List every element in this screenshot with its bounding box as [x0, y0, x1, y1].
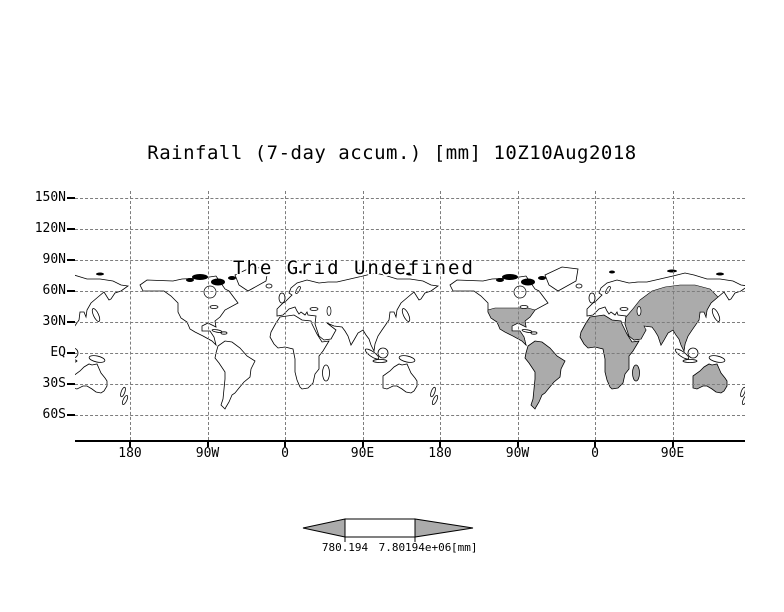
colorbar-unit-label: [mm]	[451, 541, 478, 554]
map-cycle-left-sliver	[75, 266, 130, 410]
x-tick-label: 90W	[195, 446, 220, 461]
x-tick-label: 90E	[660, 446, 685, 461]
y-tick	[67, 352, 75, 354]
y-tick	[67, 228, 75, 230]
x-tick	[439, 440, 441, 447]
y-tick	[67, 259, 75, 261]
y-tick-label: 120N	[34, 221, 66, 236]
world-map	[75, 266, 745, 410]
y-tick	[67, 383, 75, 385]
colorbar-label-min: 780.194	[321, 541, 369, 554]
colorbar-middle-segment	[344, 518, 416, 538]
x-tick	[129, 440, 131, 447]
y-tick	[67, 321, 75, 323]
y-tick-label: 30S	[42, 376, 66, 391]
y-tick-label: 90N	[42, 252, 66, 267]
colorbar-label-max: 7.80194e+06	[378, 541, 452, 554]
y-tick-label: 60S	[42, 407, 66, 422]
x-tick-label: 90W	[505, 446, 530, 461]
grid-undefined-warning: The Grid Undefined	[233, 257, 475, 279]
y-tick	[67, 290, 75, 292]
y-tick-label: EQ	[50, 345, 66, 360]
x-tick-label: 0	[591, 446, 599, 461]
colorbar-left-arrow	[302, 518, 346, 538]
x-tick	[594, 440, 596, 447]
x-tick-label: 180	[428, 446, 452, 461]
y-tick-label: 150N	[34, 190, 66, 205]
x-tick	[671, 440, 674, 447]
map-cycle-1	[139, 266, 440, 410]
colorbar-right-arrow	[414, 518, 474, 538]
plot-area: The Grid Undefined	[75, 185, 745, 442]
x-tick	[516, 440, 519, 447]
x-tick-label: 180	[118, 446, 142, 461]
y-tick-label: 30N	[42, 314, 66, 329]
x-tick	[206, 440, 209, 447]
map-cycle-2-shaded	[449, 266, 745, 410]
y-tick	[67, 197, 75, 199]
y-tick	[67, 414, 75, 416]
y-tick-label: 60N	[42, 283, 66, 298]
x-tick-label: 90E	[350, 446, 375, 461]
colorbar	[302, 518, 474, 542]
x-tick	[361, 440, 364, 447]
x-tick	[284, 440, 286, 447]
plot-title: Rainfall (7-day accum.) [mm] 10Z10Aug201…	[147, 142, 637, 164]
x-tick-label: 0	[281, 446, 289, 461]
